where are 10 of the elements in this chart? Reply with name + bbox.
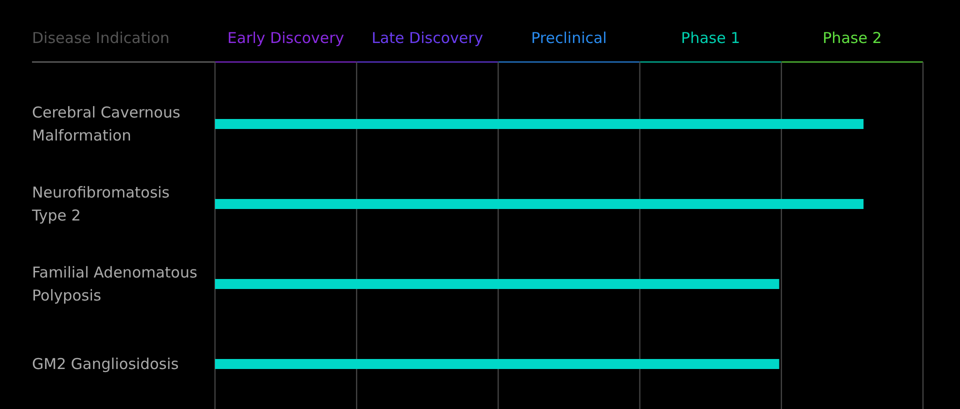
text: Early Discovery (227, 29, 344, 47)
y-tick-label: Neurofibromatosis Type 2 (31, 184, 170, 224)
y-tick-label: GM2 Gangliosidosis (32, 355, 179, 373)
text: Phase 2 (822, 29, 882, 47)
text: Late Discovery (372, 29, 484, 47)
y-tick-label: Cerebral Cavernous Malformation (32, 104, 180, 144)
text: Preclinical (531, 29, 607, 47)
y-tick-label: Familial Adenomatous Polyposis (32, 264, 198, 304)
y-axis-title: Disease Indication (32, 29, 170, 47)
text: Phase 1 (681, 29, 740, 47)
